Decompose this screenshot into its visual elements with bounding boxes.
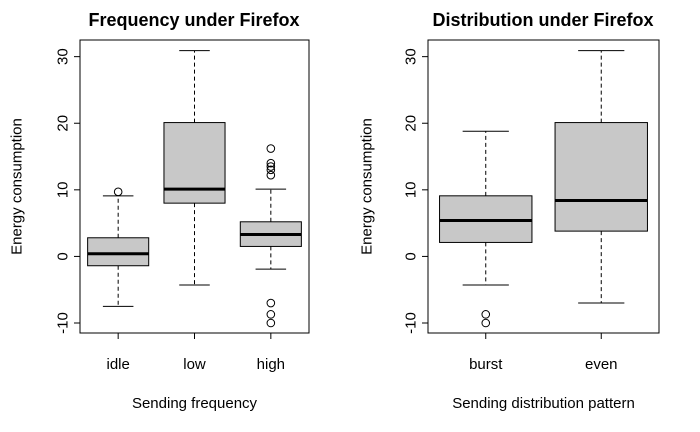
outlier-point bbox=[266, 144, 276, 153]
y-tick-label: 10 bbox=[55, 181, 72, 198]
x-axis-label: Sending distribution pattern bbox=[452, 395, 635, 412]
outlier-point bbox=[266, 158, 276, 168]
y-axis-label: Energy consumption bbox=[9, 118, 26, 255]
chart-panel-1: Frequency under Firefox -10 0 10 20 30 Energy … bbox=[9, 10, 310, 412]
x-tick-label: high bbox=[257, 356, 285, 373]
chart-title: Frequency under Firefox bbox=[88, 10, 299, 30]
box-even bbox=[554, 50, 648, 304]
box-high bbox=[239, 144, 302, 328]
x-tick-label: burst bbox=[469, 356, 503, 373]
outlier-point bbox=[266, 170, 276, 180]
iqr-box bbox=[554, 122, 648, 232]
plot-frame bbox=[427, 39, 660, 334]
y-tick-label: 30 bbox=[55, 48, 72, 65]
y-tick-label: 20 bbox=[55, 115, 72, 132]
y-tick-label: 0 bbox=[403, 252, 420, 260]
outlier-point bbox=[481, 318, 491, 328]
box-low bbox=[163, 50, 226, 286]
box-idle bbox=[87, 187, 150, 307]
outlier-point bbox=[113, 187, 123, 197]
outlier-point bbox=[266, 298, 276, 308]
outlier-point bbox=[266, 162, 276, 171]
y-tick-label: 20 bbox=[403, 115, 420, 132]
x-axis-label: Sending frequency bbox=[132, 395, 258, 412]
y-tick-label: 10 bbox=[403, 181, 420, 198]
chart-title: Distribution under Firefox bbox=[432, 10, 653, 30]
x-tick-label: even bbox=[585, 356, 618, 373]
y-axis-label: Energy consumption bbox=[359, 118, 376, 255]
y-tick-label: 30 bbox=[403, 48, 420, 65]
y-tick-label: -10 bbox=[55, 312, 72, 334]
iqr-box bbox=[163, 122, 226, 204]
chart-panel-2: Distribution under Firefox -10 0 10 20 30 Ener… bbox=[359, 10, 660, 412]
outlier-point bbox=[481, 310, 491, 319]
y-tick-label: -10 bbox=[403, 312, 420, 334]
iqr-box bbox=[87, 237, 150, 267]
x-tick-label: idle bbox=[106, 356, 129, 373]
outlier-point bbox=[266, 165, 276, 175]
outlier-point bbox=[266, 310, 276, 319]
y-tick-label: 0 bbox=[55, 252, 72, 260]
x-tick-label: low bbox=[183, 356, 206, 373]
box-burst bbox=[439, 130, 533, 328]
outlier-point bbox=[266, 318, 276, 328]
